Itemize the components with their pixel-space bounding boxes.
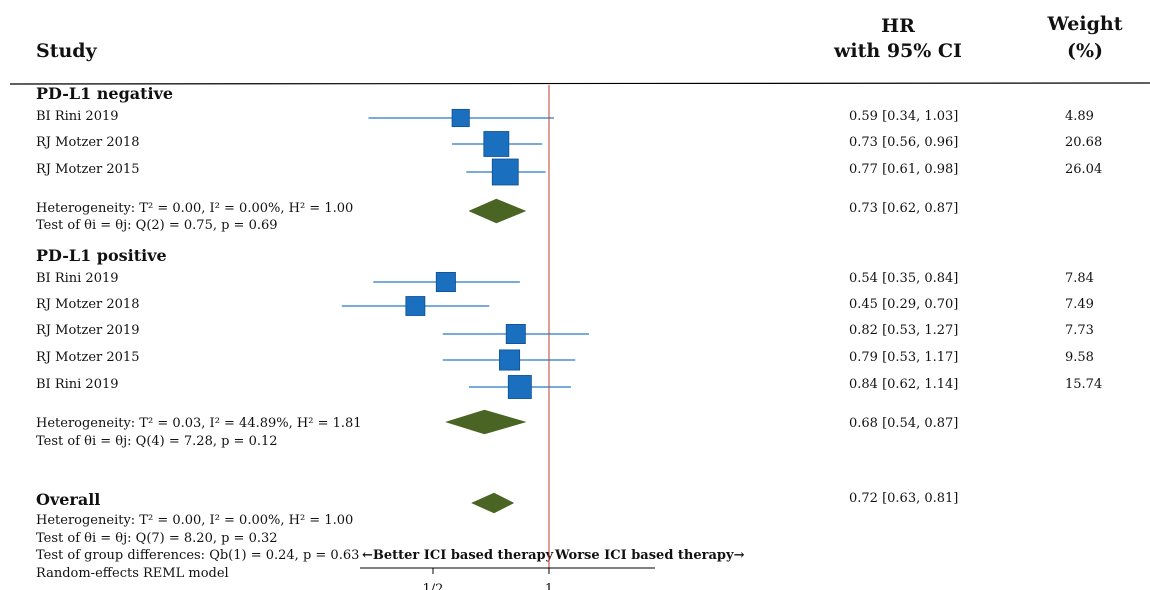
study-box [483,131,510,157]
direction-label-left: ←Better ICI based therapy [362,548,554,563]
hr-ci-value: 0.54 [0.35, 0.84] [849,271,959,286]
heterogeneity-text: Heterogeneity: T² = 0.00, I² = 0.00%, H²… [36,201,354,216]
hr-ci-value: 0.73 [0.56, 0.96] [849,135,959,150]
study-label: BI Rini 2019 [36,271,119,286]
hr-ci-value: 0.84 [0.62, 1.14] [849,377,959,392]
group-differences-text: Test of group differences: Qb(1) = 0.24,… [36,548,360,563]
pooled-diamond [471,492,515,514]
study-box [435,271,456,293]
direction-label-right: Worse ICI based therapy→ [555,548,745,563]
weight-value: 7.73 [1065,323,1094,338]
heterogeneity-test-text: Test of θi = θj: Q(2) = 0.75, p = 0.69 [36,218,278,233]
hr-ci-value: 0.79 [0.53, 1.17] [849,350,959,365]
study-box [499,349,521,371]
x-tick-label: 1 [545,582,553,590]
study-label: RJ Motzer 2015 [36,350,140,365]
weight-value: 7.84 [1065,271,1094,286]
study-label: BI Rini 2019 [36,109,119,124]
weight-value: 9.58 [1065,350,1094,365]
group-label-pdl1-positive: PD-L1 positive [36,246,167,265]
weight-value: 7.49 [1065,297,1094,312]
weight-column-header-line2: (%) [1066,40,1104,62]
hr-ci-value: 0.45 [0.29, 0.70] [849,297,959,312]
hr-column-header-line2: with 95% CI [834,40,962,62]
heterogeneity-text: Heterogeneity: T² = 0.03, I² = 44.89%, H… [36,416,362,431]
hr-ci-value: 0.77 [0.61, 0.98] [849,162,959,177]
pooled-hr-value: 0.73 [0.62, 0.87] [849,201,959,216]
study-box [491,158,519,186]
overall-label: Overall [36,490,101,509]
study-label: RJ Motzer 2018 [36,297,140,312]
pooled-diamond [468,198,527,224]
overall-heterogeneity-text: Heterogeneity: T² = 0.00, I² = 0.00%, H²… [36,513,354,528]
header-rule [9,82,1150,85]
study-label: RJ Motzer 2018 [36,135,140,150]
study-column-header: Study [36,40,97,62]
study-box [405,296,426,316]
weight-value: 26.04 [1065,162,1103,177]
study-label: BI Rini 2019 [36,377,119,392]
weight-value: 20.68 [1065,135,1103,150]
heterogeneity-test-text: Test of θi = θj: Q(4) = 7.28, p = 0.12 [36,434,278,449]
group-label-pdl1-negative: PD-L1 negative [36,84,174,103]
weight-value: 4.89 [1065,109,1094,124]
weight-column-header-line1: Weight [1047,13,1123,35]
hr-ci-value: 0.59 [0.34, 1.03] [849,109,959,124]
pooled-hr-value: 0.68 [0.54, 0.87] [849,416,959,431]
pooled-diamond [445,409,527,435]
study-box [451,108,470,128]
hr-column-header-line1: HR [881,15,915,37]
study-label: RJ Motzer 2019 [36,323,140,338]
overall-pooled-hr-value: 0.72 [0.63, 0.81] [849,491,959,506]
hr-ci-value: 0.82 [0.53, 1.27] [849,323,959,338]
study-label: RJ Motzer 2015 [36,162,140,177]
x-tick-label: 1/2 [423,582,444,590]
study-box [507,375,532,399]
study-box [505,324,526,344]
model-text: Random-effects REML model [36,566,229,581]
weight-value: 15.74 [1065,377,1103,392]
overall-test-text: Test of θi = θj: Q(7) = 8.20, p = 0.32 [36,531,278,546]
